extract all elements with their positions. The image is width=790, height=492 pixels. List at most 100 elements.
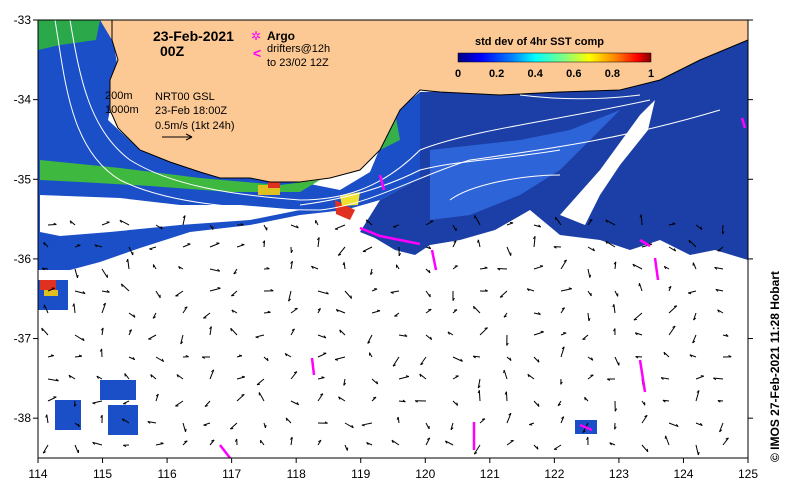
current-vector-head (121, 418, 125, 422)
current-vector (344, 422, 354, 429)
colorbar-tick-label: 1 (648, 68, 654, 80)
current-vector (668, 325, 676, 336)
current-vectors (41, 214, 732, 456)
current-vector (692, 262, 697, 270)
current-vector (343, 262, 346, 270)
current-vector-head (561, 307, 565, 310)
current-vector-head (540, 330, 544, 333)
current-vector-head (633, 318, 637, 321)
current-vector (41, 327, 49, 336)
current-vector (263, 311, 271, 314)
current-vector-head (241, 375, 245, 378)
current-vector (695, 444, 699, 456)
current-vector (92, 400, 103, 404)
current-vector-head (668, 285, 672, 289)
current-vector-head (452, 297, 455, 301)
current-vector (533, 312, 541, 316)
current-vector-head (155, 393, 159, 397)
drifter-track (310, 357, 316, 376)
latitude-axis: -33 -34 -35 -36 -37 -38 (14, 13, 753, 425)
current-vector-head (714, 267, 718, 270)
current-vector (425, 422, 430, 430)
sst-swath-layer (38, 20, 748, 435)
lon-tick-label: 114 (28, 467, 47, 481)
current-vector-head (160, 442, 164, 445)
current-vector (236, 394, 245, 402)
current-vector-head (504, 391, 507, 395)
current-vector-head (398, 252, 401, 257)
drifter-track (579, 423, 593, 432)
current-vector-head (123, 444, 127, 448)
current-vector-head (538, 224, 542, 228)
map-title-date: 23-Feb-2021 (153, 28, 234, 44)
current-vector (175, 400, 184, 407)
current-vector-head (99, 348, 103, 352)
current-vector (290, 437, 293, 446)
current-vector-head (241, 243, 245, 246)
current-vector (689, 354, 697, 358)
current-vector-head (557, 403, 561, 407)
lat-tick-label: -37 (14, 332, 32, 346)
current-vector (663, 351, 670, 358)
current-vector-head (102, 302, 106, 306)
current-vector-head (591, 357, 594, 361)
current-vector (390, 290, 400, 293)
current-vector (311, 265, 319, 270)
current-vector-head (477, 385, 481, 389)
lon-tick-label: 125 (738, 467, 758, 481)
current-vector (258, 392, 265, 402)
current-vector (290, 371, 298, 380)
current-vector-head (149, 248, 153, 251)
current-vector (560, 259, 567, 270)
current-vector-head (231, 294, 235, 297)
colorbar-tick-label: 0.4 (528, 68, 544, 80)
current-vector-head (338, 253, 342, 256)
current-vector-head (230, 427, 234, 430)
lon-tick-label: 116 (158, 467, 177, 481)
current-vector-head (589, 274, 592, 278)
current-vector-head (147, 421, 151, 424)
drifter-label-line2: to 23/02 12Z (267, 57, 329, 69)
current-vector (425, 290, 431, 298)
current-vector (92, 441, 103, 446)
current-vector-head (473, 452, 478, 455)
current-vector (180, 334, 184, 345)
drifter-track (740, 117, 747, 129)
current-vector (236, 376, 245, 380)
current-vector (605, 219, 616, 226)
lon-tick-label: 120 (415, 467, 435, 481)
current-vector-head (472, 306, 475, 310)
current-vector (505, 391, 508, 402)
current-vector-head (499, 296, 504, 298)
current-vector-head (614, 408, 618, 412)
current-vector (506, 413, 512, 424)
current-vector (555, 216, 562, 226)
current-vector (398, 334, 408, 337)
current-vector (74, 444, 79, 454)
colorbar-ticks: 0 0.2 0.4 0.6 0.8 1 (455, 68, 654, 80)
current-vector-head (696, 390, 700, 393)
scale-label: 0.5m/s (1kt 24h) (155, 120, 234, 132)
current-vector (695, 375, 704, 380)
current-vector-head (537, 403, 540, 407)
current-vector-head (132, 356, 136, 360)
current-vector-head (68, 374, 71, 379)
current-vector-head (526, 288, 530, 292)
drifter-track (430, 249, 438, 271)
current-vector-head (503, 315, 507, 318)
current-vector (614, 356, 620, 366)
current-vector-head (539, 265, 544, 267)
current-vector (176, 374, 184, 380)
current-vector-head (529, 424, 533, 426)
current-vector-head (373, 396, 377, 399)
current-vector-head (152, 316, 156, 319)
current-vector (317, 290, 329, 295)
current-vector (533, 331, 544, 336)
current-vector-head (699, 422, 703, 426)
current-vector-head (366, 442, 369, 446)
current-vector (47, 287, 55, 292)
current-vector (695, 224, 703, 230)
current-vector (452, 400, 459, 406)
current-vector (474, 215, 481, 226)
current-vector-head (419, 373, 422, 377)
